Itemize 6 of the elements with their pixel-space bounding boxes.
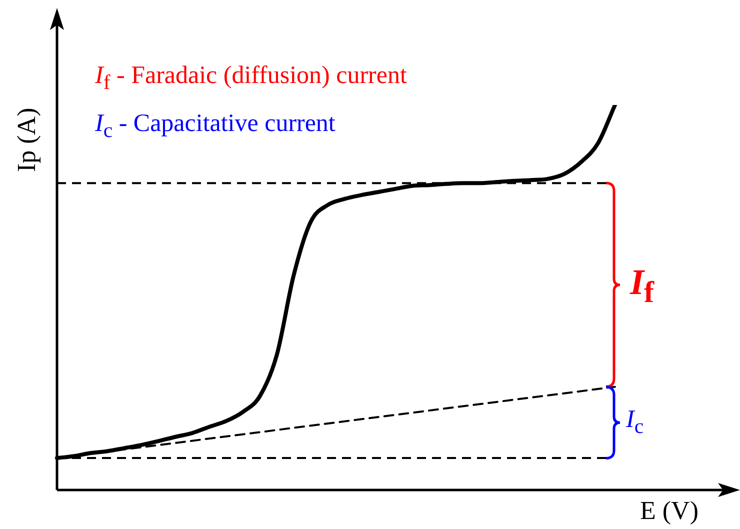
x-axis-title: E (V) [640, 496, 698, 526]
text: I$_{f}$ [630, 262, 654, 310]
text: I$_{c}$ [626, 406, 644, 438]
y-axis-title: Ip (A) [12, 108, 42, 172]
text: I$_{f}$ - Faradaic (diffusion) current [95, 62, 407, 95]
annotation: I$_{c}$ - Capacitative current [95, 110, 336, 143]
